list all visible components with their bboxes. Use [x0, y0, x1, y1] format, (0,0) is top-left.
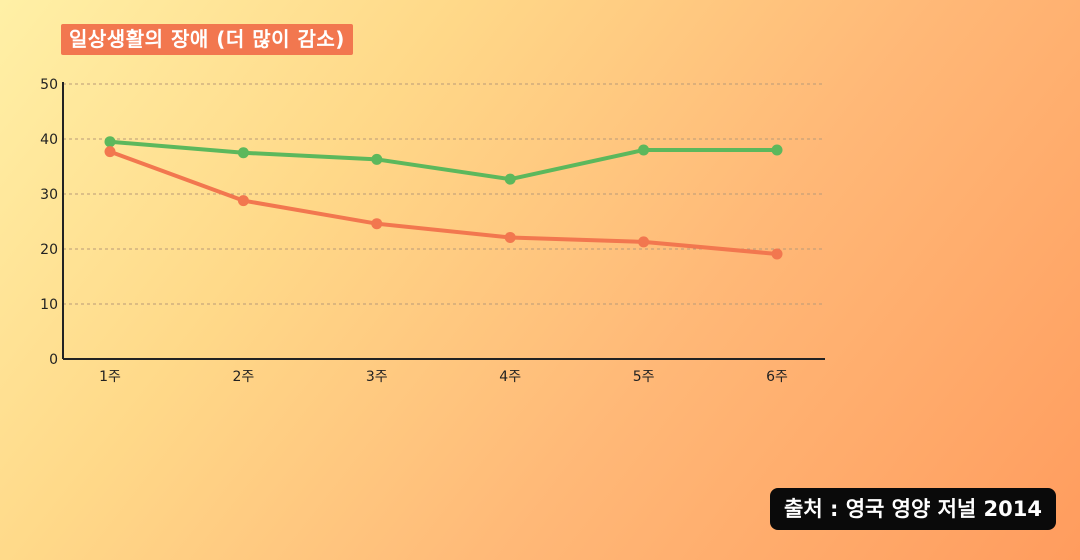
axes	[62, 82, 825, 360]
source-label: 출처 : 영국 영양 저널 2014	[770, 488, 1056, 530]
data-point	[104, 146, 116, 158]
data-point	[237, 195, 249, 207]
data-point	[504, 173, 516, 185]
data-point	[371, 153, 383, 165]
x-tick-label: 6주	[766, 369, 788, 385]
series	[104, 136, 783, 260]
y-tick-label: 30	[40, 187, 58, 203]
x-tick-label: 1주	[99, 369, 121, 385]
data-point	[638, 144, 650, 156]
series-1	[104, 136, 783, 185]
series-line	[108, 139, 779, 182]
data-point	[771, 144, 783, 156]
x-tick-label: 4주	[499, 369, 521, 385]
series-2	[104, 146, 783, 260]
y-tick-label: 50	[40, 77, 58, 93]
x-tick-labels: 1주 2주 3주 4주 5주 6주	[99, 369, 788, 385]
y-tick-label: 10	[40, 297, 58, 313]
data-point	[638, 236, 650, 248]
y-tick-label: 40	[40, 132, 58, 148]
y-tick-label: 20	[40, 242, 58, 258]
data-point	[371, 218, 383, 230]
data-point	[504, 231, 516, 243]
x-tick-label: 2주	[233, 369, 255, 385]
x-tick-label: 5주	[633, 369, 655, 385]
gridlines	[63, 83, 825, 305]
data-point	[771, 248, 783, 260]
series-line	[108, 149, 779, 256]
chart-title: 일상생활의 장애 (더 많이 감소)	[61, 24, 353, 55]
data-point	[104, 136, 116, 148]
y-tick-labels: 0 10 20 30 40 50	[40, 77, 58, 368]
x-tick-label: 3주	[366, 369, 388, 385]
y-tick-label: 0	[49, 352, 58, 368]
data-point	[237, 147, 249, 159]
